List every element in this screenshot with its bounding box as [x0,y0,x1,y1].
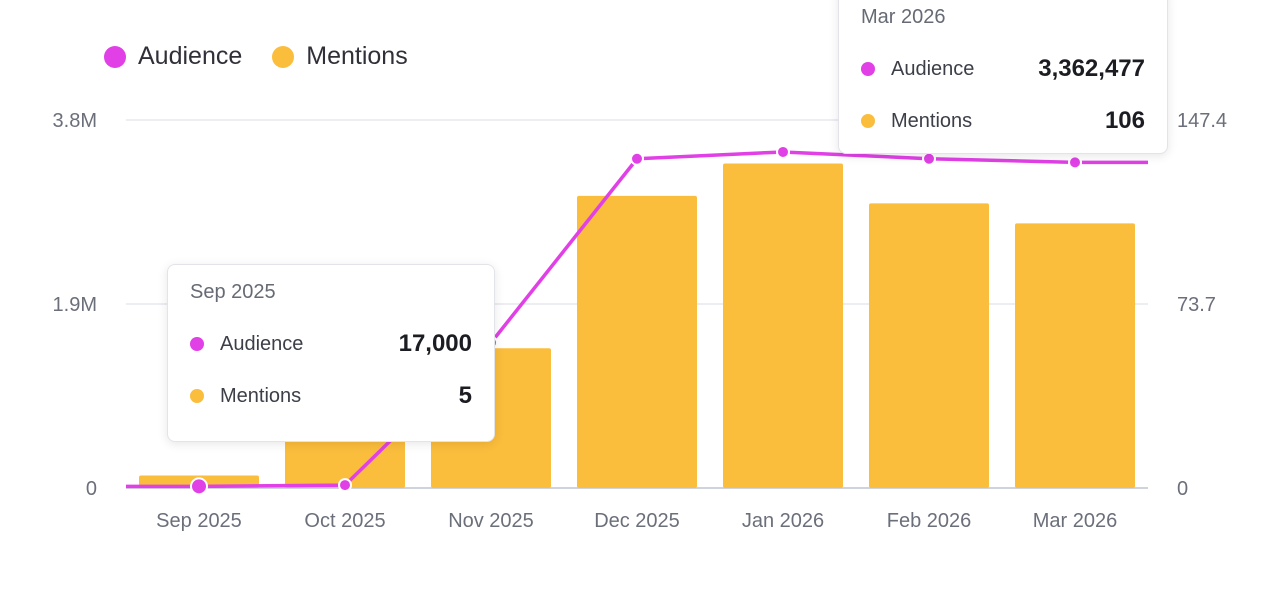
audience-point[interactable] [630,151,644,166]
legend-label: Mentions [306,42,408,70]
audience-point[interactable] [190,477,208,496]
right-tick-label: 147.4 [1177,110,1227,132]
dot-icon [861,114,875,128]
tooltip-row-mentions: Mentions 5 [190,370,472,422]
chart-legend: Audience Mentions [104,42,408,71]
right-tick-label: 0 [1177,478,1188,500]
left-tick-label: 1.9M [53,294,97,316]
tooltip-series-name: Audience [220,332,304,355]
tooltip-series-name: Mentions [891,109,973,132]
right-tick-label: 73.7 [1177,294,1216,316]
legend-dot-icon [272,45,295,68]
x-tick-label: Sep 2025 [156,510,242,532]
x-tick-label: Feb 2026 [887,510,972,532]
legend-dot-icon [104,45,126,68]
tooltip-series-value: 17,000 [398,330,472,357]
tooltip-row-mentions: Mentions 106 [861,95,1145,147]
right-axis: 0 73.7 147.4 [1177,110,1227,500]
x-axis: Sep 2025 Oct 2025 Nov 2025 Dec 2025 Jan … [156,510,1117,532]
audience-point[interactable] [776,144,790,159]
legend-item-audience[interactable]: Audience [104,42,242,71]
x-tick-label: Nov 2025 [448,510,534,532]
dot-icon [190,389,204,403]
mentions-bar[interactable] [1015,223,1135,489]
tooltip-sep-2025: Sep 2025 Audience 17,000 Mentions 5 [167,264,495,442]
left-tick-label: 3.8M [53,110,97,132]
x-tick-label: Mar 2026 [1033,510,1118,532]
tooltip-title: Sep 2025 [190,281,276,303]
legend-item-mentions[interactable]: Mentions [272,42,408,71]
legend-label: Audience [138,42,243,70]
tooltip-series-value: 5 [458,382,472,409]
left-axis: 0 1.9M 3.8M [53,110,97,500]
audience-point[interactable] [1068,155,1082,170]
x-tick-label: Jan 2026 [742,510,824,532]
x-tick-label: Dec 2025 [594,510,680,532]
mentions-bar[interactable] [723,163,843,488]
x-tick-label: Oct 2025 [304,510,385,532]
tooltip-title: Mar 2026 [861,6,946,28]
mentions-bar[interactable] [869,203,989,488]
dot-icon [190,337,204,351]
tooltip-mar-2026: Mar 2026 Audience 3,362,477 Mentions 106 [838,0,1168,154]
tooltip-row-audience: Audience 17,000 [190,318,472,370]
dot-icon [861,62,875,76]
audience-point[interactable] [922,151,936,166]
left-tick-label: 0 [86,478,97,500]
audience-point[interactable] [338,478,352,493]
tooltip-row-audience: Audience 3,362,477 [861,43,1145,95]
mentions-bar[interactable] [577,195,697,488]
tooltip-series-name: Mentions [220,384,302,407]
tooltip-series-value: 3,362,477 [1038,55,1145,82]
tooltip-series-name: Audience [891,57,975,80]
tooltip-series-value: 106 [1104,107,1145,134]
